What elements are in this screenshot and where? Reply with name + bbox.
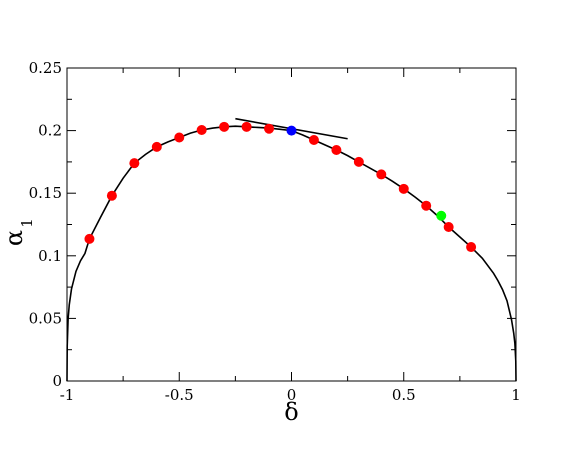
data-points [84,121,477,253]
data-point [353,156,364,167]
data-point [174,132,185,143]
y-axis-title-subscript: 1 [18,218,36,228]
tick-labels: -1 -0.5 0 0.5 1 0 0.05 0.1 0.15 0.2 0.25 [29,59,521,404]
x-tick-label: 1 [511,386,521,404]
data-point [443,222,454,233]
data-point [264,123,275,134]
data-point [219,121,230,132]
ticks [66,67,517,382]
y-tick-label: 0.15 [29,184,62,202]
y-tick-label: 0.25 [29,59,62,77]
data-point [308,134,319,145]
x-tick-label: -0.5 [165,386,194,404]
data-point [106,190,117,201]
y-tick-label: 0.05 [29,309,62,327]
x-tick-label: 0.5 [392,386,416,404]
y-axis-title-group: α 1 [0,218,36,246]
data-point [151,141,162,152]
y-tick-label: 0 [52,372,62,390]
data-point [84,233,95,244]
data-point [286,125,297,136]
x-tick-label: -1 [60,386,75,404]
data-point [241,121,252,132]
y-axis-title: α [0,230,28,246]
y-tick-label: 0.2 [38,122,62,140]
data-point [196,124,207,135]
x-axis-title: δ [284,398,298,426]
data-lines [66,117,517,382]
data-point [376,169,387,180]
data-point [436,210,447,221]
data-point [129,158,140,169]
data-point [466,242,477,253]
data-point [421,200,432,211]
data-point [398,183,409,194]
y-tick-label: 0.1 [38,247,62,265]
x-tick-label: 0 [287,386,297,404]
data-point [331,145,342,156]
